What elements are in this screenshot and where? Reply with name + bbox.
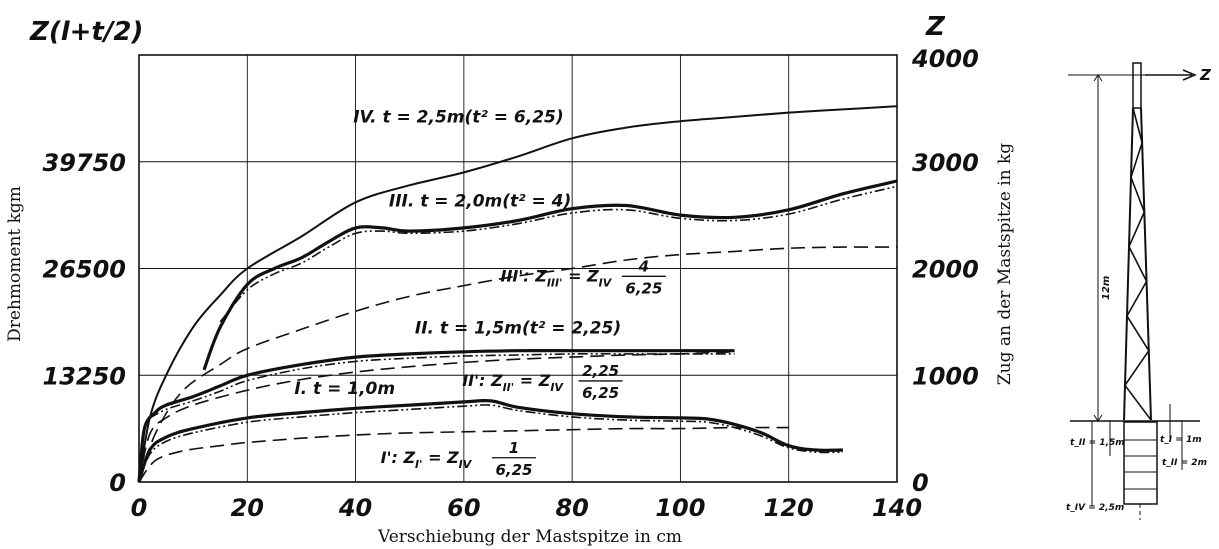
series-line-4 — [137, 349, 735, 483]
formula-numerator-IIp: 2,25 — [582, 362, 619, 380]
chart-ticks: 0 20 40 60 80 100 120 1400132502650039750010002… — [43, 45, 979, 522]
formula-numerator-Ip: 1 — [509, 439, 519, 457]
y-left-tick-label: 13250 — [43, 362, 127, 390]
x-axis-label: Verschiebung der Mastspitze in cm — [377, 527, 682, 547]
formula-denominator-IIIp: 6,25 — [625, 279, 662, 297]
formula-denominator-IIp: 6,25 — [582, 384, 619, 402]
mast-top-post — [1132, 62, 1142, 109]
foundation — [1123, 421, 1158, 505]
mast-diagram: Z 12m t_I = 1m t_II = 1,5m t_II = 2m t_I… — [1066, 62, 1212, 520]
series-line-5 — [149, 353, 735, 419]
formula-denominator-Ip: 6,25 — [495, 461, 532, 479]
mast-lattice — [1124, 107, 1152, 421]
height-label: 12m — [1101, 276, 1112, 300]
depth-label-t4: t_IV = 2,5m — [1066, 503, 1124, 513]
series-line-1 — [202, 179, 898, 371]
mast-lattice-frame — [1123, 107, 1152, 421]
series-line-6 — [138, 351, 735, 483]
x-tick-label: 100 — [655, 494, 705, 522]
formula-part: II' — [503, 381, 515, 394]
x-tick-label: 60 — [447, 494, 480, 522]
y-left-axis-label: Drehmoment kgm — [5, 186, 25, 342]
x-tick-label: 40 — [338, 494, 372, 522]
formula-part: = Z — [563, 266, 600, 285]
curve-label-I: I. t = 1,0m — [294, 379, 395, 399]
formula-part: IV — [599, 276, 613, 289]
series-line-7 — [137, 398, 843, 483]
height-dimension — [1093, 74, 1103, 422]
formula-part: IV — [550, 381, 564, 394]
chart-grid — [138, 54, 898, 483]
x-tick-label: 120 — [764, 494, 814, 522]
force-label: Z — [1199, 66, 1212, 84]
y-left-tick-label: 26500 — [43, 256, 127, 284]
formula-part: III': Z — [501, 266, 548, 285]
formula-part: I': Z — [381, 448, 416, 467]
y-right-tick-label: 0 — [912, 469, 929, 497]
series-line-8 — [138, 404, 843, 483]
curve-label-IV: IV. t = 2,5m(t² = 6,25) — [353, 107, 563, 127]
x-tick-label: 0 — [131, 494, 148, 522]
chart-labels: IV. t = 2,5m(t² = 6,25) III. t = 2,0m(t² … — [294, 107, 666, 479]
series-line-9 — [138, 426, 789, 483]
curve-label-II: II. t = 1,5m(t² = 2,25) — [415, 319, 621, 339]
y-right-axis-label: Zug an der Mastspitze in kg — [995, 143, 1015, 385]
y-right-tick-label: 4000 — [911, 45, 979, 73]
x-tick-label: 20 — [231, 494, 264, 522]
y-right-tick-label: 1000 — [912, 362, 979, 390]
formula-part: = Z — [514, 371, 551, 390]
series-line-3 — [138, 246, 898, 483]
depth-dimensions — [1091, 404, 1183, 506]
force-arrow — [1145, 69, 1197, 81]
depth-label-t2: t_II = 1,5m — [1070, 438, 1125, 448]
depth-label-t3: t_II = 2m — [1162, 458, 1207, 468]
y-right-top-label: Z — [925, 12, 946, 42]
series-line-2 — [219, 185, 898, 323]
y-left-tick-label: 39750 — [43, 149, 127, 177]
y-left-tick-label: 0 — [109, 469, 126, 497]
formula-label-IIIp: III': ZIII' = ZIV — [501, 266, 613, 289]
y-right-tick-label: 2000 — [912, 256, 979, 284]
y-right-tick-label: 3000 — [912, 149, 979, 177]
formula-part: III' — [547, 276, 563, 289]
formula-label-IIp: II': ZII' = ZIV — [462, 371, 564, 394]
formula-part: I' — [415, 458, 422, 471]
formula-label-Ip: I': ZI' = ZIV — [381, 448, 473, 471]
depth-label-t1: t_I = 1m — [1160, 435, 1202, 445]
series-line-0 — [138, 105, 898, 483]
formula-part: IV — [459, 458, 473, 471]
formula-numerator-IIIp: 4 — [638, 257, 649, 275]
curve-label-III: III. t = 2,0m(t² = 4) — [389, 192, 571, 212]
x-tick-label: 140 — [872, 494, 922, 522]
formula-part: II': Z — [462, 371, 503, 390]
formula-part: = Z — [423, 448, 460, 467]
x-tick-label: 80 — [555, 494, 588, 522]
chart-series — [137, 105, 898, 483]
y-left-top-label: Z(l+t/2) — [29, 17, 143, 47]
